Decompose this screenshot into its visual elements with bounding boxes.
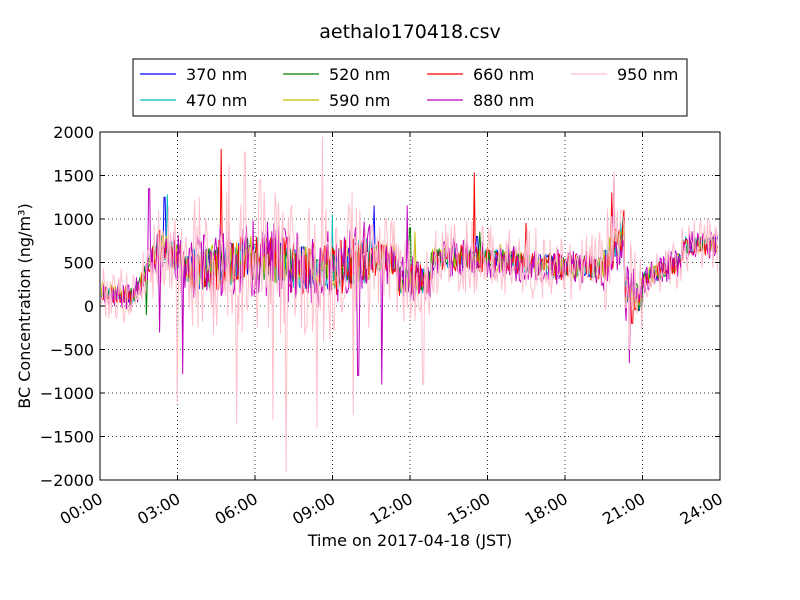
legend-label: 950 nm (617, 65, 678, 84)
series-line-950-nm (100, 136, 718, 472)
x-tick-label: 15:00 (444, 489, 493, 529)
legend-label: 660 nm (473, 65, 534, 84)
y-tick-label: −500 (50, 341, 94, 360)
y-tick-label: 500 (63, 254, 94, 273)
y-tick-label: −1000 (40, 384, 94, 403)
y-tick-label: −2000 (40, 471, 94, 490)
legend-label: 880 nm (473, 91, 534, 110)
legend-label: 520 nm (329, 65, 390, 84)
chart-title: aethalo170418.csv (319, 21, 501, 43)
legend-box (132, 58, 688, 117)
x-tick-label: 06:00 (212, 489, 261, 529)
x-axis-label: Time on 2017-04-18 (JST) (307, 531, 512, 550)
legend: 370 nm 470 nm 520 nm 590 nm 660 nm 880 nm 950 … (132, 58, 688, 117)
x-tick-label: 12:00 (367, 489, 416, 529)
y-tick-label: 1500 (53, 167, 94, 186)
series-group (100, 136, 718, 472)
x-tick-label: 24:00 (677, 489, 726, 529)
y-tick-label: −1500 (40, 428, 94, 447)
y-tick-label: 1000 (53, 210, 94, 229)
legend-label: 370 nm (186, 65, 247, 84)
x-tick-label: 00:00 (57, 489, 106, 529)
x-tick-label: 18:00 (522, 489, 571, 529)
x-tick-label: 21:00 (599, 489, 648, 529)
legend-label: 590 nm (329, 91, 390, 110)
y-tick-label: 0 (84, 297, 94, 316)
y-axis-label: BC Concentration (ng/m³) (15, 203, 34, 408)
legend-label: 470 nm (186, 91, 247, 110)
x-tick-label: 09:00 (289, 489, 338, 529)
y-tick-label: 2000 (53, 123, 94, 142)
x-tick-label: 03:00 (134, 489, 183, 529)
axis-ticks: 00:00 03:00 06:00 09:00 12:00 15:00 18:00 21:00… (40, 123, 726, 529)
